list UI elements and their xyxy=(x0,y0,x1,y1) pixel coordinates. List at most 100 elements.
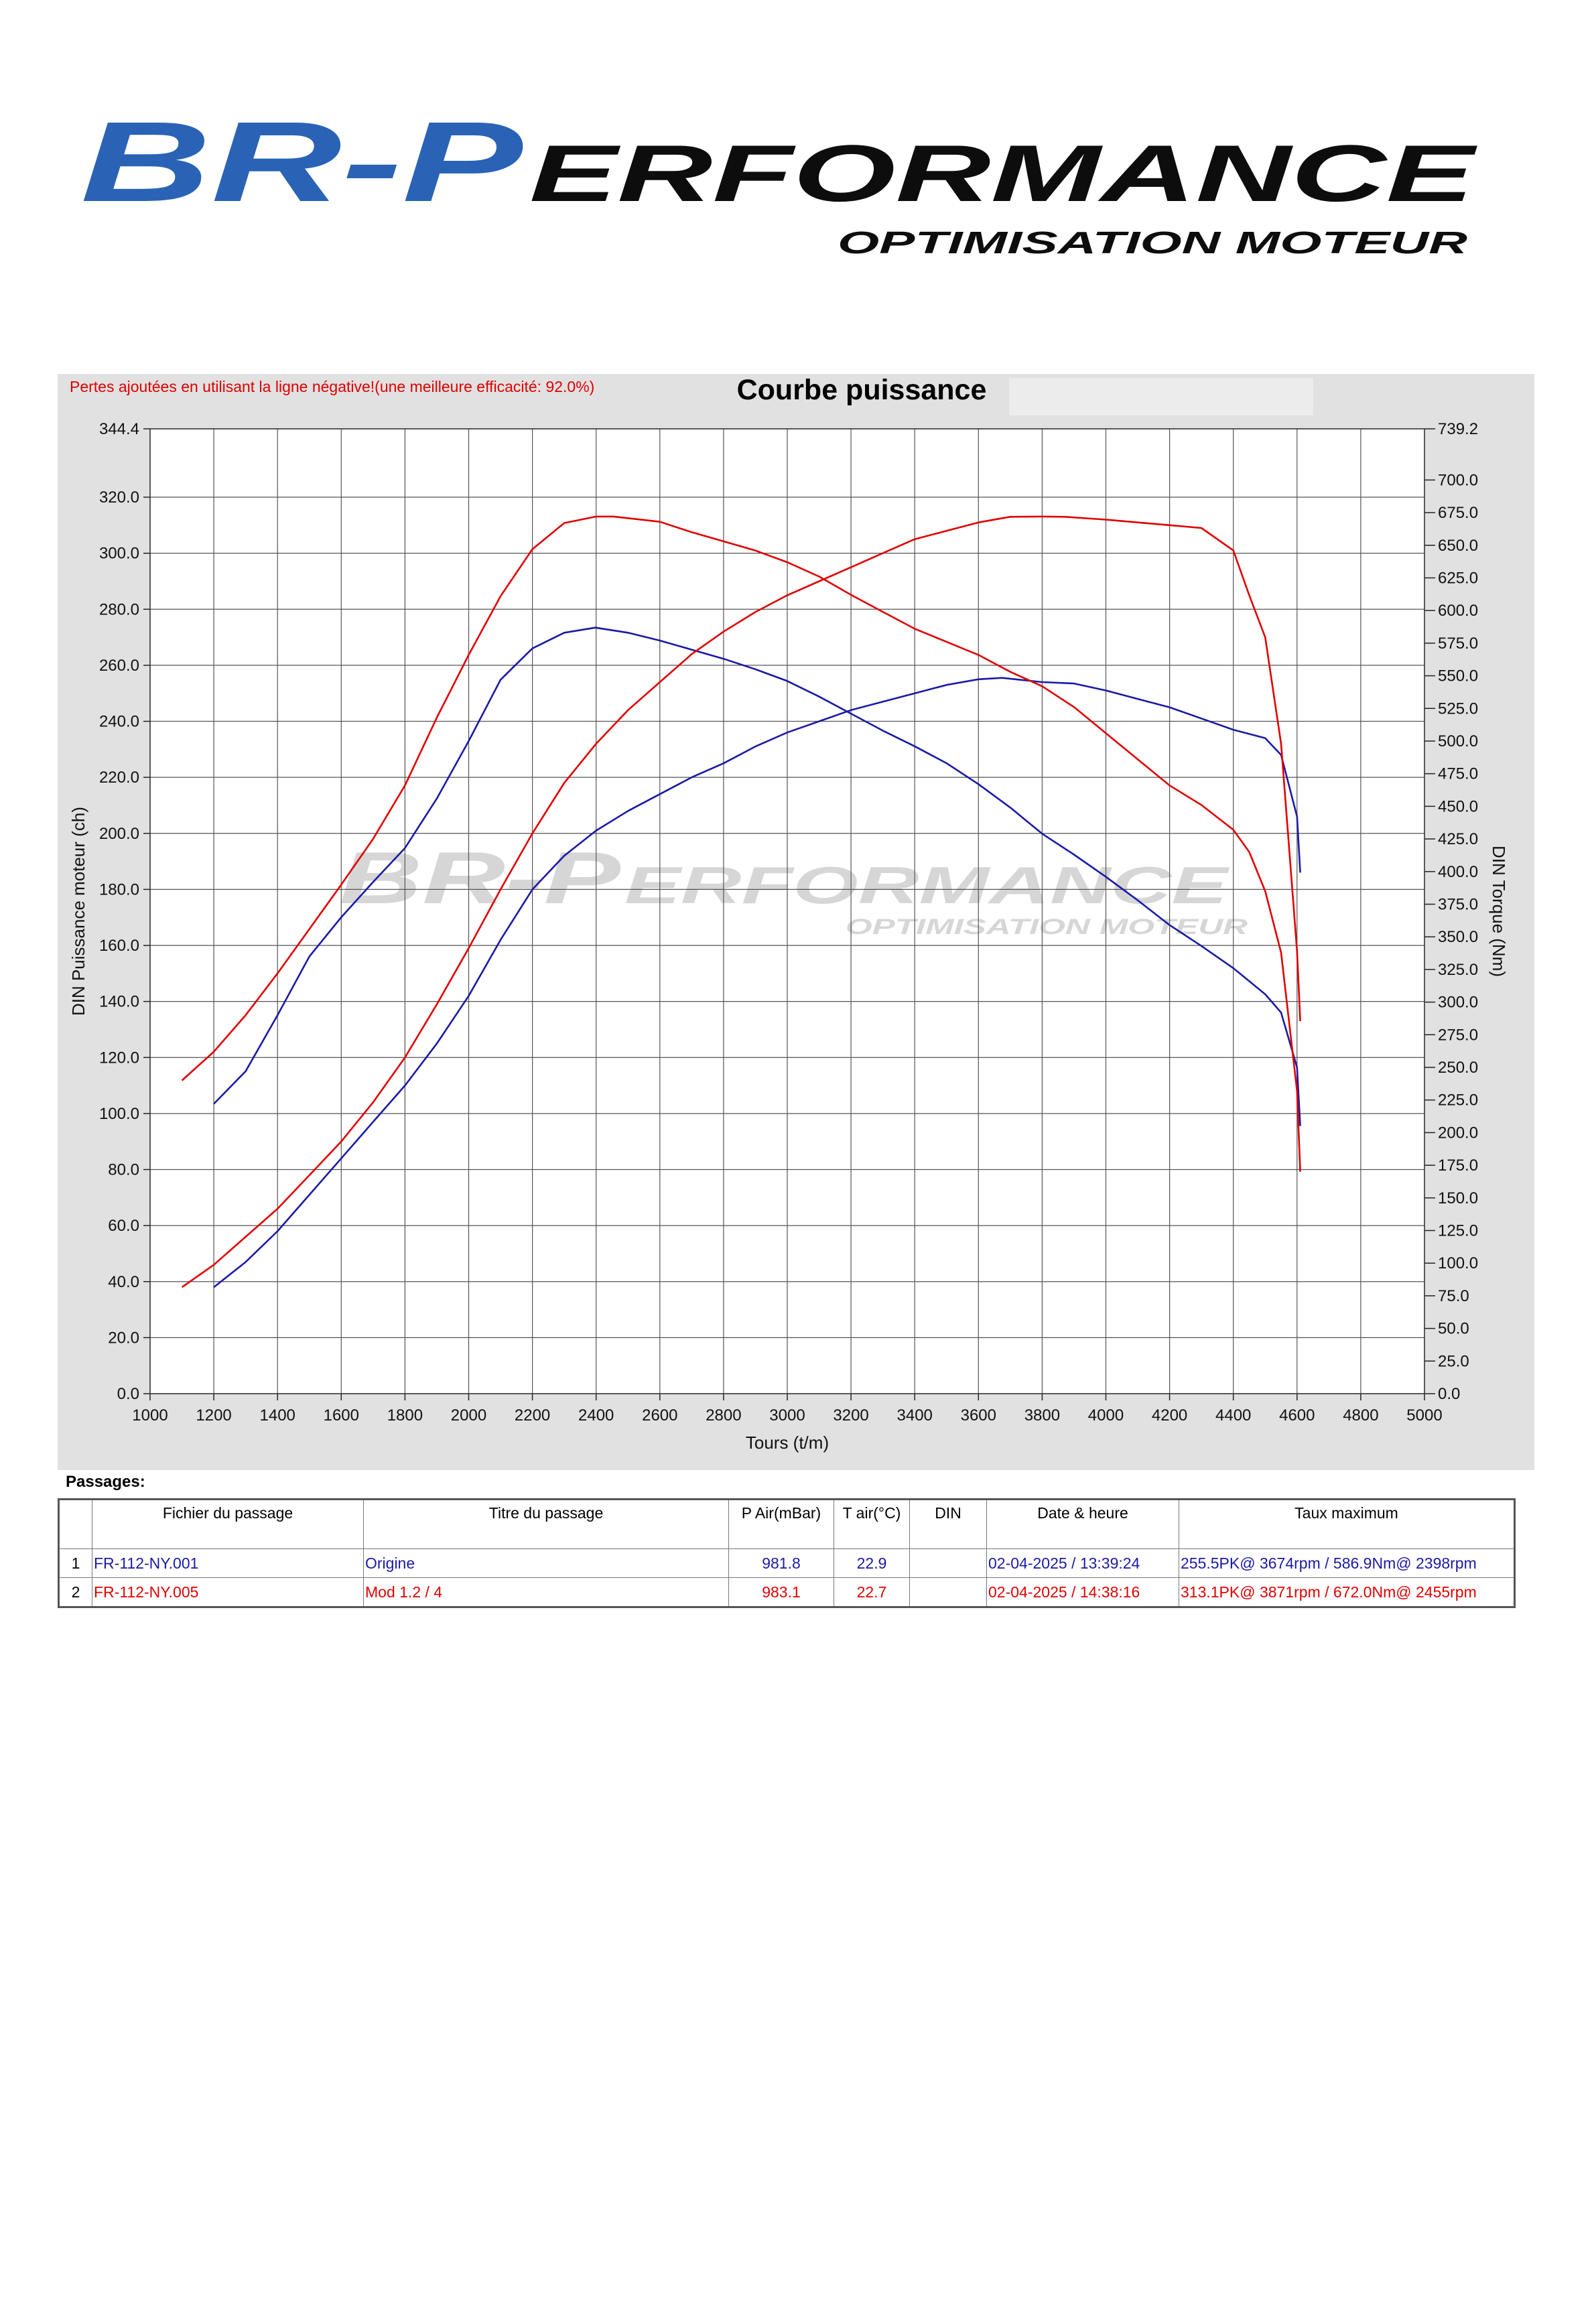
y2-tick-label: 739.2 xyxy=(1438,420,1478,438)
t-air-cell: 22.7 xyxy=(834,1577,910,1607)
y2-tick-label: 625.0 xyxy=(1438,569,1478,587)
x-tick-label: 1800 xyxy=(387,1406,423,1425)
x-tick-label: 2000 xyxy=(451,1406,486,1425)
y2-tick-label: 25.0 xyxy=(1438,1352,1469,1370)
y2-tick-label: 225.0 xyxy=(1438,1091,1478,1110)
table-row[interactable]: 2 FR-112-NY.005 Mod 1.2 / 4 983.1 22.7 0… xyxy=(58,1577,1515,1607)
x-tick-label: 4400 xyxy=(1215,1406,1251,1425)
x-tick-label: 4600 xyxy=(1279,1406,1315,1425)
y2-tick-label: 675.0 xyxy=(1438,504,1478,522)
chart-panel: BR-P ERFORMANCE OPTIMISATION MOTEUR 1000 120… xyxy=(58,374,1534,1470)
column-header: P Air(mBar) xyxy=(728,1499,834,1549)
y2-tick-label: 100.0 xyxy=(1438,1254,1478,1272)
br-performance-logo: BR-P ERFORMANCE OPTIMISATION MOTEUR xyxy=(80,121,1478,260)
y2-axis-label: DIN Torque (Nm) xyxy=(1489,846,1509,977)
series-line-origine-power xyxy=(213,677,1301,1288)
y-tick-label: 60.0 xyxy=(108,1217,139,1235)
series-line-mod-power xyxy=(181,515,1301,1288)
y-tick-label: 240.0 xyxy=(99,713,139,731)
logo-brand-prefix: BR-P xyxy=(80,121,523,226)
x-tick-label: 1600 xyxy=(324,1406,359,1425)
y2-tick-label: 400.0 xyxy=(1438,863,1478,881)
x-tick-label: 2200 xyxy=(515,1406,550,1425)
x-tick-label: 3200 xyxy=(833,1406,868,1425)
y2-tick-label: 125.0 xyxy=(1438,1221,1478,1240)
column-header: Date & heure xyxy=(986,1499,1179,1549)
y2-tick-label: 175.0 xyxy=(1438,1156,1478,1175)
x-tick-label: 3600 xyxy=(961,1406,996,1425)
x-axis-label: Tours (t/m) xyxy=(746,1433,829,1453)
max-cell: 255.5PK@ 3674rpm / 586.9Nm@ 2398rpm xyxy=(1179,1548,1515,1578)
date-cell: 02-04-2025 / 14:38:16 xyxy=(986,1577,1179,1607)
passages-label: Passages: xyxy=(66,1473,145,1491)
column-header: T air(°C) xyxy=(834,1499,910,1549)
din-cell xyxy=(909,1577,987,1607)
y2-tick-label: 0.0 xyxy=(1438,1385,1460,1403)
y-tick-label: 120.0 xyxy=(99,1049,139,1067)
row-number: 2 xyxy=(58,1577,92,1607)
y-tick-label: 160.0 xyxy=(99,937,139,955)
table-row[interactable]: 1 FR-112-NY.001 Origine 981.8 22.9 02-04… xyxy=(58,1548,1515,1578)
y2-tick-label: 50.0 xyxy=(1438,1320,1469,1338)
y2-tick-label: 325.0 xyxy=(1438,961,1478,979)
x-tick-label: 4000 xyxy=(1088,1406,1124,1425)
p-air-cell: 981.8 xyxy=(728,1548,834,1578)
y2-tick-label: 475.0 xyxy=(1438,765,1478,783)
y-tick-label: 320.0 xyxy=(99,488,139,507)
y2-tick-label: 375.0 xyxy=(1438,895,1478,913)
y-tick-label: 40.0 xyxy=(108,1273,139,1291)
column-header: Taux maximum xyxy=(1179,1499,1515,1549)
y-tick-label: 20.0 xyxy=(108,1329,139,1347)
max-cell: 313.1PK@ 3871rpm / 672.0Nm@ 2455rpm xyxy=(1179,1577,1515,1607)
y2-tick-label: 525.0 xyxy=(1438,700,1478,718)
y2-tick-label: 700.0 xyxy=(1438,471,1478,489)
x-tick-label: 2600 xyxy=(642,1406,677,1425)
y-tick-label: 140.0 xyxy=(99,993,139,1011)
passages-table: Fichier du passage Titre du passage P Ai… xyxy=(58,1498,1516,1608)
t-air-cell: 22.9 xyxy=(834,1548,910,1578)
y-tick-label: 344.4 xyxy=(99,420,139,438)
y2-tick-label: 150.0 xyxy=(1438,1189,1478,1207)
y-tick-label: 220.0 xyxy=(99,769,139,787)
p-air-cell: 983.1 xyxy=(728,1577,834,1607)
din-cell xyxy=(909,1548,987,1578)
y-tick-label: 260.0 xyxy=(99,657,139,675)
x-tick-label: 2800 xyxy=(706,1406,741,1425)
file-cell: FR-112-NY.005 xyxy=(92,1577,364,1607)
logo-brand-suffix: ERFORMANCE xyxy=(529,129,1478,218)
plot-frame xyxy=(149,428,1425,1394)
title-cell: Mod 1.2 / 4 xyxy=(363,1577,729,1607)
x-tick-label: 1400 xyxy=(260,1406,295,1425)
watermark-tagline: OPTIMISATION MOTEUR xyxy=(846,915,1248,939)
watermark-brand-suffix: ERFORMANCE xyxy=(624,856,1229,915)
row-number: 1 xyxy=(58,1548,92,1578)
y-axis-label: DIN Puissance moteur (ch) xyxy=(68,807,88,1016)
header-blank-box xyxy=(1009,378,1313,415)
y-tick-label: 0.0 xyxy=(117,1385,139,1403)
y-tick-label: 180.0 xyxy=(99,880,139,899)
logo-tagline: OPTIMISATION MOTEUR xyxy=(838,225,1467,260)
column-header: Fichier du passage xyxy=(92,1499,364,1549)
y2-tick-label: 575.0 xyxy=(1438,635,1478,653)
chart-title: Courbe puissance xyxy=(736,374,987,406)
y2-tick-label: 75.0 xyxy=(1438,1287,1469,1305)
series-line-mod-torque xyxy=(181,515,1301,1172)
title-cell: Origine xyxy=(363,1548,729,1578)
y2-tick-label: 650.0 xyxy=(1438,537,1478,555)
y2-tick-label: 550.0 xyxy=(1438,667,1478,685)
y-tick-label: 280.0 xyxy=(99,600,139,618)
y-tick-label: 100.0 xyxy=(99,1105,139,1123)
x-tick-label: 3800 xyxy=(1024,1406,1060,1425)
y2-tick-label: 200.0 xyxy=(1438,1124,1478,1142)
x-tick-label: 1200 xyxy=(196,1406,231,1425)
file-cell: FR-112-NY.001 xyxy=(92,1548,364,1578)
column-header: Titre du passage xyxy=(363,1499,729,1549)
y2-tick-label: 450.0 xyxy=(1438,797,1478,815)
column-header xyxy=(58,1499,92,1549)
y2-tick-label: 500.0 xyxy=(1438,732,1478,750)
x-tick-label: 1000 xyxy=(132,1406,168,1425)
x-tick-label: 4800 xyxy=(1343,1406,1378,1425)
y2-tick-label: 300.0 xyxy=(1438,994,1478,1012)
